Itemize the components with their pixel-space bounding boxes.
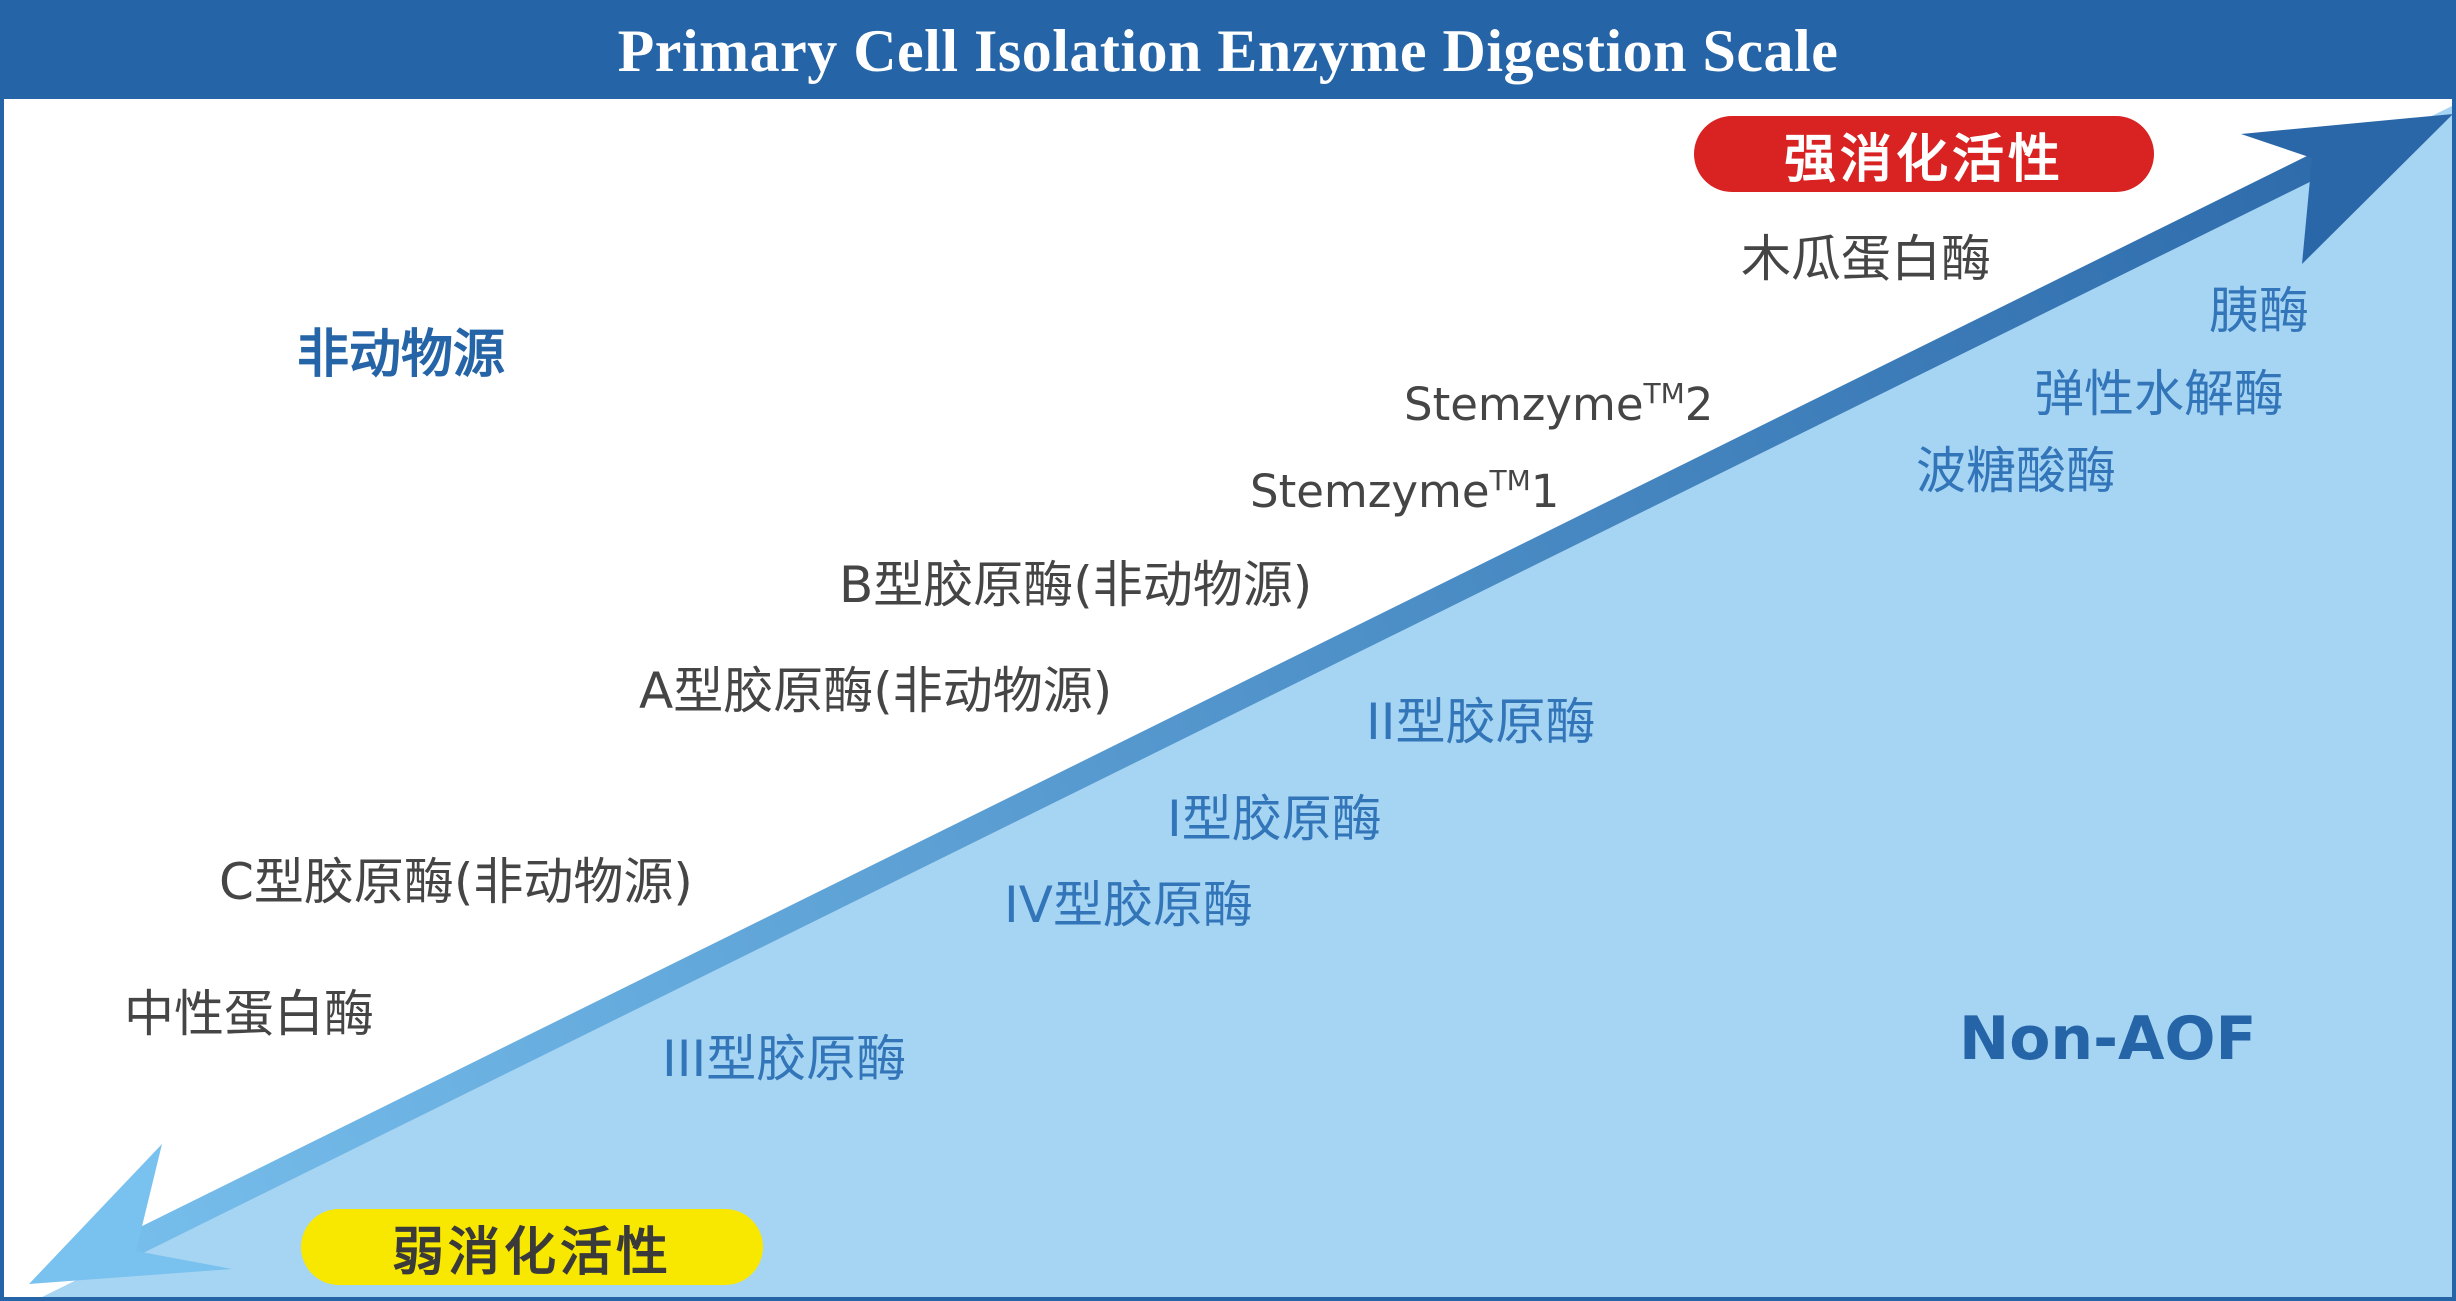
enzyme-label-collagenase-iv: IV型胶原酶: [1004, 876, 1253, 934]
enzyme-label-collagenase-ii: II型胶原酶: [1366, 693, 1596, 751]
non-aof-label: Non-AOF: [1959, 1004, 2257, 1074]
enzyme-label-collagenase-b: B型胶原酶(非动物源): [839, 556, 1313, 614]
enzyme-label-elastase: 弹性水解酶: [2034, 365, 2284, 423]
non-animal-source-label: 非动物源: [297, 325, 506, 385]
enzyme-label-collagenase-iii: III型胶原酶: [662, 1030, 907, 1088]
strong-digestion-badge: 强消化活性: [1694, 116, 2154, 192]
page-title: Primary Cell Isolation Enzyme Digestion …: [617, 18, 1839, 84]
enzyme-label-hyaluronidase: 波糖酸酶: [1916, 442, 2116, 500]
enzyme-label-collagenase-i: I型胶原酶: [1167, 790, 1382, 848]
enzyme-label-collagenase-c: C型胶原酶(非动物源): [219, 853, 693, 911]
enzyme-label-stemzyme-1: StemzymeTM1: [1250, 464, 1560, 518]
diagram-canvas: [29, 105, 2452, 1297]
arrow-head-strong: [2241, 114, 2452, 264]
enzyme-label-collagenase-a: A型胶原酶(非动物源): [639, 662, 1113, 720]
title-bar: Primary Cell Isolation Enzyme Digestion …: [4, 4, 2452, 99]
enzyme-label-trypsin: 胰酶: [2209, 282, 2309, 340]
enzyme-label-papain: 木瓜蛋白酶: [1741, 230, 1991, 288]
enzyme-label-neutral-protease: 中性蛋白酶: [124, 985, 374, 1043]
enzyme-label-stemzyme-2: StemzymeTM2: [1404, 377, 1714, 431]
weak-digestion-badge: 弱消化活性: [301, 1209, 763, 1285]
scale-arrow-shaft: [126, 151, 2328, 1256]
arrow-head-weak: [29, 1144, 232, 1284]
